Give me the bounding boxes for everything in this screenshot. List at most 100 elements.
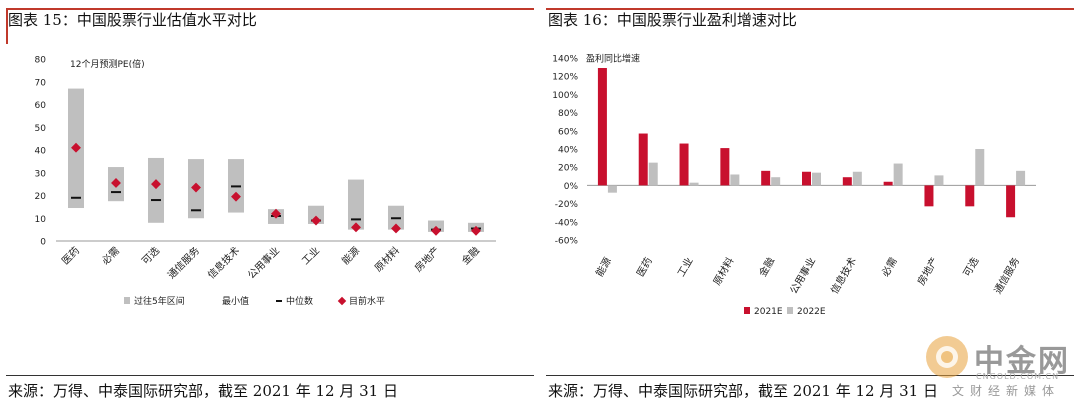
x-tick-label: 工业 [675, 256, 695, 279]
bar-2021e [761, 170, 771, 186]
watermark-cn: 中金网 [974, 344, 1070, 379]
y-tick-label: 40 [35, 147, 47, 157]
y-tick-label: 60% [558, 127, 578, 137]
y-tick-label: 20% [558, 164, 578, 174]
x-tick-label: 可选 [139, 244, 162, 267]
current-marker [151, 179, 161, 190]
bar-2022e [771, 177, 781, 186]
current-marker [71, 142, 81, 153]
y-tick-label: 140% [552, 55, 578, 65]
y-tick-label: 120% [552, 73, 578, 83]
bar-2021e [1006, 185, 1016, 218]
earnings-growth-chart: -60% -40% -20% 0% 20% 40% 60% 80% 100% 120% 140% 盈利… [552, 53, 1036, 317]
legend-median-label: 中位数 [286, 295, 313, 307]
y-tick-label: 30 [35, 169, 47, 179]
bar-2021e [883, 181, 893, 186]
bar-2022e [730, 174, 740, 186]
current-marker [111, 178, 121, 188]
bar-2021e [924, 185, 934, 207]
current-marker [231, 191, 241, 202]
x-tick-label: 医药 [59, 245, 82, 268]
legend-2021e-swatch [744, 307, 750, 314]
watermark-sub: 文财经新媒体 [952, 384, 1061, 398]
y-tick-label: 100% [552, 91, 578, 101]
y-tick-label: 40% [558, 146, 578, 156]
range-bar [308, 205, 324, 224]
right-title-rule [546, 8, 1074, 10]
x-tick-label: 信息技术 [205, 244, 242, 281]
x-tick-label: 公用事业 [787, 255, 818, 296]
legend-range-swatch [124, 297, 130, 304]
range-bar [348, 179, 364, 230]
legend-min-label: 最小值 [222, 295, 249, 307]
current-marker [471, 225, 481, 236]
x-tick-label: 工业 [299, 245, 322, 268]
right-panel: 图表 16：中国股票行业盈利增速对比 -60% -40% -20% 0% 20% 40% 6… [540, 0, 1080, 406]
x-tick-label: 能源 [593, 255, 614, 279]
y-tick-label: -60% [555, 237, 579, 247]
right-bottom-rule [546, 375, 1074, 376]
watermark-logo-icon [926, 336, 968, 378]
left-title-edge [6, 8, 8, 44]
bar-2022e [689, 182, 699, 186]
current-marker [391, 223, 401, 234]
bar-2022e [975, 149, 985, 186]
y-tick-label: -20% [555, 200, 579, 210]
current-marker [191, 182, 201, 193]
current-marker [311, 215, 321, 226]
legend-current-swatch [337, 296, 347, 306]
x-tick-label: 房地产 [412, 244, 442, 274]
y-tick-label: 80 [35, 56, 47, 66]
x-tick-label: 金融 [459, 244, 482, 267]
bar-2022e [607, 185, 617, 193]
bar-2022e [812, 172, 821, 186]
bar-2022e [1016, 170, 1026, 186]
x-tick-label: 信息技术 [828, 255, 859, 296]
x-tick-label: 通信服务 [165, 244, 202, 281]
legend-range-label: 过往5年区间 [134, 295, 185, 307]
y-tick-label: 50 [35, 124, 47, 134]
y-tick-label: 80% [558, 109, 578, 119]
x-tick-label: 可选 [960, 255, 981, 279]
left-panel: 图表 15：中国股票行业估值水平对比 0 10 20 30 40 50 60 70 80 12个月… [6, 8, 534, 400]
legend-2021e-label: 2021E [754, 307, 783, 317]
bar-2021e [965, 185, 975, 207]
left-bottom-rule [6, 375, 534, 376]
legend-current-label: 目前水平 [349, 295, 385, 307]
y-tick-label: 0% [564, 182, 579, 192]
watermark-en: CNGOLD.COM.CN [976, 372, 1060, 381]
y-axis-label: 盈利同比增速 [586, 53, 640, 65]
legend-2022e-swatch [787, 307, 793, 314]
current-marker [351, 222, 361, 233]
x-tick-label: 必需 [99, 244, 122, 267]
right-source: 来源：万得、中泰国际研究部，截至 2021 年 12 月 31 日 [548, 382, 938, 400]
x-tick-label: 房地产 [914, 255, 940, 287]
legend-2022e-label: 2022E [797, 307, 826, 317]
bar-2021e [638, 133, 648, 186]
bar-2022e [648, 162, 658, 186]
bar-2021e [679, 143, 689, 186]
bar-2021e [842, 177, 852, 186]
y-tick-label: 20 [35, 192, 47, 202]
current-marker [431, 225, 441, 236]
y-tick-label: 70 [35, 78, 47, 88]
y-tick-label: 10 [35, 215, 47, 225]
current-marker [271, 208, 281, 219]
x-tick-label: 医药 [634, 256, 654, 279]
x-tick-label: 能源 [339, 244, 362, 267]
bar-2021e [802, 171, 811, 186]
right-figure-title: 图表 16：中国股票行业盈利增速对比 [548, 11, 797, 29]
range-bar [148, 157, 164, 223]
watermark: 中金网 CNGOLD.COM.CN 文财经新媒体 [922, 330, 1078, 402]
left-source: 来源：万得、中泰国际研究部，截至 2021 年 12 月 31 日 [8, 382, 398, 400]
x-tick-label: 原材料 [710, 255, 736, 287]
bar-2021e [720, 148, 730, 186]
x-tick-label: 必需 [878, 255, 899, 279]
y-axis-label: 12个月预测PE(倍) [70, 58, 145, 70]
pe-range-chart: 0 10 20 30 40 50 60 70 80 12个月预测PE(倍) 医药 必需 可选 通信服务 信息… [35, 56, 496, 307]
y-tick-label: 0 [40, 238, 46, 248]
x-tick-label: 原材料 [372, 244, 402, 274]
y-tick-label: 60 [35, 101, 47, 111]
bar-2022e [893, 163, 903, 186]
x-tick-label: 公用事业 [245, 244, 282, 281]
